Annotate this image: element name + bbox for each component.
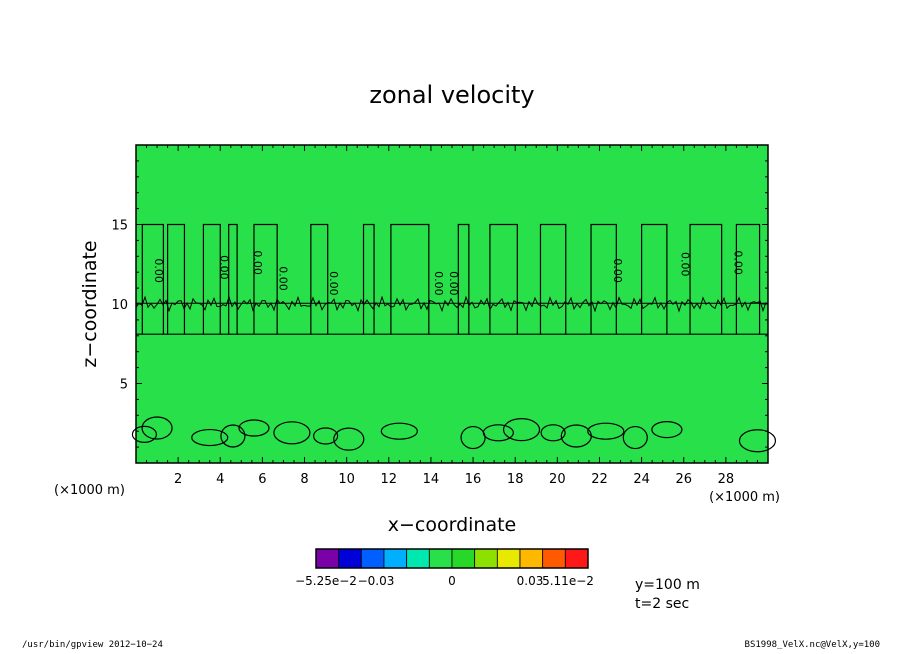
- contour-blob: [333, 427, 365, 451]
- x-tick-label: 24: [633, 472, 650, 487]
- chart-title: zonal velocity: [369, 81, 534, 109]
- footer-left: /usr/bin/gpview 2012−10−24: [22, 640, 163, 650]
- annotation-t: t=2 sec: [635, 596, 689, 612]
- colorbar-swatch: [564, 548, 589, 569]
- colorbar-swatch: [451, 548, 476, 569]
- colorbar-label: 0.03: [517, 574, 544, 588]
- contour-column: [590, 223, 617, 335]
- footer-right: BS1998_VelX.nc@VelX,y=100: [744, 640, 880, 650]
- contour-blob: [238, 419, 270, 437]
- contour-column: [202, 223, 221, 335]
- y-tick-label: 5: [120, 378, 128, 393]
- contour-column: [539, 223, 567, 335]
- x-tick-label: 20: [549, 472, 566, 487]
- contour-blob: [141, 416, 173, 440]
- contour-noise-band: [135, 295, 767, 313]
- contour-column: [167, 223, 186, 335]
- contour-label: 0.00: [276, 266, 289, 291]
- contour-blob: [738, 429, 777, 453]
- contour-blob: [482, 424, 514, 442]
- contour-label: 0.00: [611, 258, 624, 283]
- y-tick-label: 10: [111, 298, 128, 313]
- contour-label: 0.00: [152, 258, 165, 283]
- x-tick-label: 8: [300, 472, 308, 487]
- annotation-y: y=100 m: [635, 577, 700, 593]
- contour-column: [689, 223, 723, 335]
- contour-blob: [191, 428, 229, 447]
- colorbar-swatch: [474, 548, 498, 569]
- colorbar-swatch: [519, 548, 544, 569]
- colorbar-swatch: [338, 548, 362, 569]
- contour-label: 0.00: [217, 255, 230, 280]
- x-axis: 2 4 6 8 10 12 14 16 18 20 22 24 26 28: [146, 145, 758, 487]
- y-axis: 5 10 15: [111, 160, 768, 448]
- x-tick-label: 18: [507, 472, 524, 487]
- x-tick-label: 26: [675, 472, 692, 487]
- colorbar-frame: [315, 548, 589, 569]
- colorbar: [315, 548, 589, 569]
- colorbar-labels: −5.25e−2 −0.03 0 0.035.11e−2: [295, 574, 594, 588]
- contour-blob: [502, 418, 541, 442]
- x-unit-left: (×1000 m): [54, 483, 125, 498]
- contour-column: [641, 223, 668, 335]
- contour-blob: [587, 422, 625, 440]
- x-unit-right: (×1000 m): [709, 490, 780, 505]
- colorbar-label: 0: [448, 574, 456, 588]
- x-axis-label: x−coordinate: [388, 514, 517, 536]
- colorbar-swatch: [315, 548, 340, 569]
- contour-blob: [460, 425, 486, 450]
- contour-labels: 0.00 0.00 0.000.00 0.00 0.00 0.000.00 0.00 0.00: [152, 250, 744, 295]
- colorbar-swatch: [360, 548, 385, 569]
- x-tick-label: 6: [258, 472, 266, 487]
- colorbar-label: −0.03: [358, 574, 395, 588]
- contour-column: [489, 223, 518, 335]
- x-tick-label: 2: [174, 472, 182, 487]
- colorbar-swatch: [542, 548, 566, 569]
- y-axis-label: z−coordinate: [79, 240, 101, 367]
- contour-label: 0.00: [432, 271, 445, 296]
- contour-blob: [651, 421, 683, 439]
- colorbar-swatch: [496, 548, 521, 569]
- x-tick-label: 16: [465, 472, 482, 487]
- contour-label: 0.00: [447, 271, 460, 296]
- contour-blob: [380, 422, 418, 440]
- contour-blob: [622, 425, 648, 450]
- x-tick-label: 10: [338, 472, 355, 487]
- colorbar-swatch: [406, 548, 430, 569]
- contour-column: [362, 223, 375, 335]
- contour-column: [457, 223, 470, 335]
- colorbar-swatch: [428, 548, 453, 569]
- contour-column: [390, 223, 430, 335]
- contour-blob: [540, 424, 566, 442]
- x-tick-label: 28: [718, 472, 735, 487]
- y-tick-label: 15: [111, 219, 128, 234]
- contour-column: [735, 223, 761, 335]
- contour-label: 0.00: [731, 250, 744, 275]
- x-tick-label: 14: [423, 472, 440, 487]
- x-tick-label: 22: [591, 472, 608, 487]
- contour-lines: [131, 223, 777, 453]
- contour-blob: [220, 424, 246, 448]
- contour-column: [310, 223, 329, 335]
- x-tick-label: 4: [216, 472, 224, 487]
- colorbar-label: 5.11e−2: [542, 574, 594, 588]
- x-tick-label: 12: [381, 472, 398, 487]
- contour-blob: [273, 421, 311, 445]
- contour-blob: [131, 425, 158, 443]
- contour-column: [141, 223, 164, 335]
- colorbar-swatch: [383, 548, 408, 569]
- contour-label: 0.00: [327, 271, 340, 296]
- contour-column: [228, 223, 238, 335]
- contour-blob: [313, 427, 339, 445]
- contour-label: 0.00: [251, 250, 264, 275]
- colorbar-label: −5.25e−2: [295, 574, 357, 588]
- contour-label: 0.00: [679, 252, 692, 277]
- contour-column: [253, 223, 278, 335]
